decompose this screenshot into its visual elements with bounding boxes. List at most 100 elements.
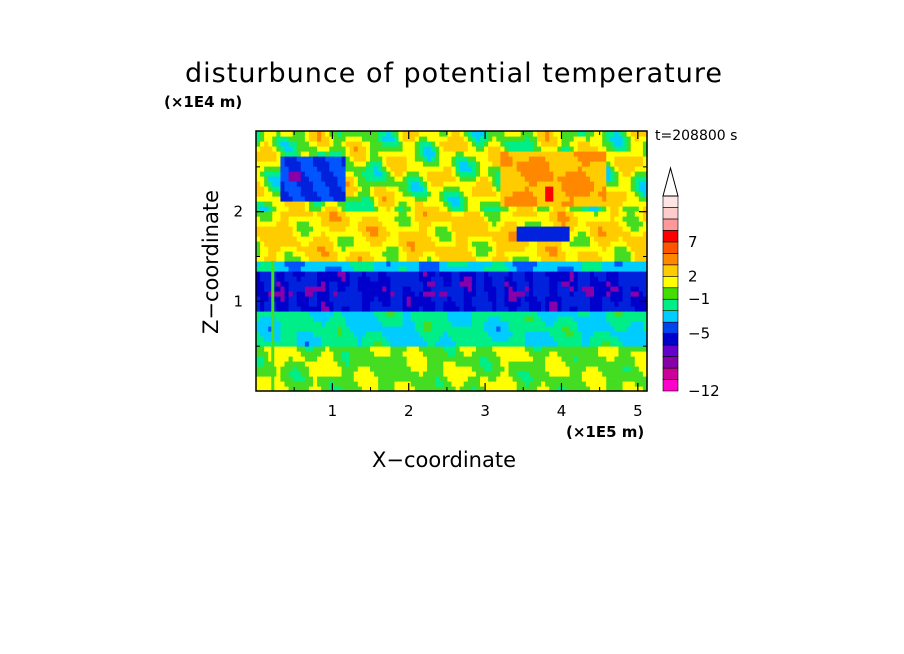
heatmap-cell: [353, 281, 359, 287]
heatmap-cell: [504, 136, 510, 142]
heatmap-cell: [390, 206, 396, 212]
heatmap-cell: [524, 226, 530, 232]
heatmap-cell: [488, 191, 493, 197]
heatmap-cell: [532, 141, 538, 147]
heatmap-cell: [284, 356, 290, 362]
heatmap-cell: [602, 161, 607, 167]
heatmap-cell: [602, 366, 607, 372]
heatmap-cell: [520, 281, 526, 287]
heatmap-cell: [606, 366, 611, 372]
heatmap-cell: [455, 366, 461, 372]
heatmap-cell: [463, 366, 469, 372]
heatmap-cell: [333, 151, 339, 157]
heatmap-cell: [435, 206, 440, 212]
heatmap-cell: [553, 236, 558, 242]
heatmap-cell: [451, 226, 457, 232]
heatmap-cell: [459, 336, 465, 342]
heatmap-cell: [496, 366, 501, 372]
heatmap-cell: [402, 186, 408, 192]
heatmap-cell: [427, 221, 432, 227]
heatmap-cell: [537, 161, 542, 167]
heatmap-cell: [345, 246, 351, 252]
heatmap-cell: [581, 211, 587, 217]
heatmap-cell: [296, 236, 302, 242]
heatmap-cell: [398, 301, 404, 307]
heatmap-cell: [435, 176, 440, 182]
heatmap-cell: [345, 186, 351, 192]
heatmap-cell: [577, 266, 583, 272]
heatmap-cell: [634, 221, 640, 227]
heatmap-cell: [414, 206, 420, 212]
heatmap-cell: [622, 136, 628, 142]
heatmap-cell: [439, 301, 444, 307]
heatmap-cell: [439, 256, 444, 262]
heatmap-cell: [439, 206, 444, 212]
heatmap-cell: [488, 171, 493, 177]
heatmap-cell: [541, 206, 546, 212]
heatmap-cell: [443, 151, 449, 157]
heatmap-cell: [349, 381, 355, 387]
heatmap-cell: [268, 206, 273, 212]
heatmap-cell: [614, 191, 620, 197]
heatmap-cell: [353, 231, 359, 237]
heatmap-cell: [610, 241, 616, 247]
heatmap-cell: [512, 336, 518, 342]
heatmap-cell: [638, 366, 644, 372]
heatmap-cell: [353, 296, 359, 302]
heatmap-cell: [504, 341, 510, 347]
heatmap-cell: [459, 356, 465, 362]
heatmap-cell: [268, 341, 273, 347]
heatmap-cell: [386, 171, 391, 177]
heatmap-cell: [471, 296, 477, 302]
heatmap-cell: [256, 341, 261, 347]
heatmap-cell: [500, 266, 506, 272]
heatmap-cell: [365, 271, 371, 277]
heatmap-cell: [268, 251, 273, 257]
heatmap-cell: [414, 226, 420, 232]
heatmap-cell: [284, 206, 290, 212]
heatmap-cell: [406, 351, 412, 357]
heatmap-cell: [264, 181, 269, 187]
heatmap-cell: [577, 236, 583, 242]
heatmap-cell: [463, 291, 469, 297]
heatmap-cell: [512, 161, 518, 167]
heatmap-cell: [264, 361, 269, 367]
heatmap-cell: [459, 261, 465, 267]
heatmap-cell: [598, 361, 603, 367]
heatmap-cell: [484, 141, 489, 147]
heatmap-cell: [606, 156, 611, 162]
heatmap-cell: [435, 271, 440, 277]
heatmap-cell: [610, 131, 616, 137]
heatmap-cell: [585, 376, 591, 382]
heatmap-cell: [325, 166, 330, 172]
heatmap-cell: [504, 321, 510, 327]
chart-title: disturbunce of potential temperature: [185, 58, 723, 89]
heatmap-cell: [496, 346, 501, 352]
heatmap-cell: [471, 196, 477, 202]
heatmap-cell: [618, 226, 624, 232]
heatmap-cell: [573, 196, 579, 202]
heatmap-cell: [443, 386, 449, 392]
heatmap-cell: [553, 306, 558, 312]
heatmap-cell: [475, 251, 481, 257]
heatmap-cell: [386, 236, 391, 242]
heatmap-cell: [606, 316, 611, 322]
heatmap-cell: [500, 351, 506, 357]
heatmap-cell: [524, 156, 530, 162]
heatmap-cell: [585, 231, 591, 237]
heatmap-cell: [500, 236, 506, 242]
heatmap-cell: [337, 356, 343, 362]
heatmap-cell: [512, 386, 518, 392]
heatmap-cell: [431, 186, 436, 192]
heatmap-cell: [341, 176, 347, 182]
heatmap-cell: [292, 231, 298, 237]
heatmap-cell: [272, 341, 277, 347]
heatmap-cell: [382, 231, 387, 237]
heatmap-cell: [471, 306, 477, 312]
heatmap-cell: [313, 306, 318, 312]
heatmap-cell: [361, 171, 367, 177]
heatmap-cell: [374, 176, 379, 182]
heatmap-cell: [484, 386, 489, 392]
heatmap-cell: [455, 256, 461, 262]
heatmap-cell: [630, 286, 636, 292]
